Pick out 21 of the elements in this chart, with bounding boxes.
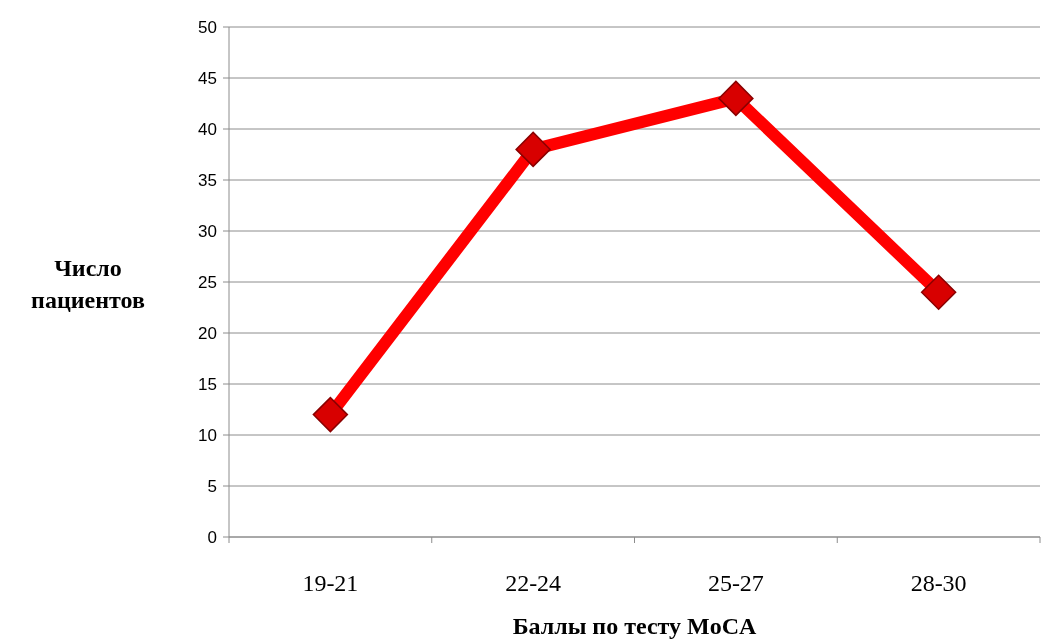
y-tick-label: 0 — [207, 527, 217, 547]
y-tick-label: 40 — [198, 119, 217, 139]
y-tick-label: 45 — [198, 68, 217, 88]
y-tick-label: 10 — [198, 425, 217, 445]
point — [312, 396, 349, 433]
y-tick-label: 20 — [198, 323, 217, 343]
x-tick-label: 28-30 — [910, 570, 967, 596]
y-tick-label: 35 — [198, 170, 217, 190]
point — [515, 131, 551, 168]
y-tick-label: 15 — [198, 374, 217, 394]
y-axis-title: Число пациентов — [31, 255, 145, 313]
y-tick-label: 50 — [198, 17, 217, 37]
y-tick-label: 30 — [198, 221, 217, 241]
y-tick-label: 25 — [198, 272, 217, 292]
x-tick-label: 22-24 — [505, 570, 562, 596]
y-tick-label: 5 — [207, 476, 217, 496]
x-tick-label: 19-21 — [302, 570, 359, 596]
point — [718, 80, 754, 117]
point — [920, 274, 957, 310]
x-axis-title: Баллы по тесту MoCA — [512, 613, 758, 639]
x-tick-label: 25-27 — [707, 570, 764, 596]
